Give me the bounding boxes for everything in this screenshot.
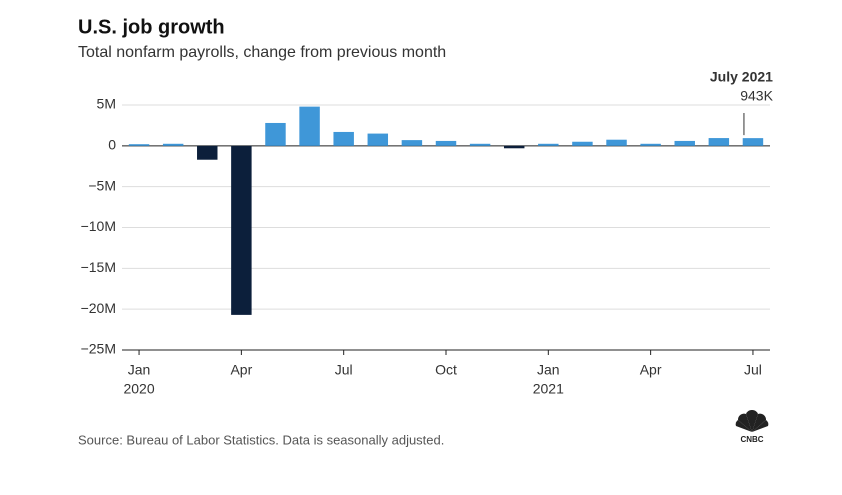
bar — [299, 106, 320, 146]
bar — [435, 140, 457, 146]
bar — [572, 141, 593, 146]
value-label: 943K — [740, 88, 773, 104]
bar — [333, 131, 354, 146]
y-tick-label: −15M — [81, 259, 116, 275]
x-tick-label: Jul — [744, 362, 762, 378]
bar — [367, 133, 389, 146]
x-tick-label: Jan — [128, 362, 151, 378]
bar — [708, 138, 730, 146]
x-tick-label: Apr — [230, 362, 252, 378]
bar — [742, 138, 764, 146]
bar — [197, 145, 218, 160]
bar — [231, 145, 252, 315]
y-tick-label: −5M — [88, 177, 116, 193]
bar — [503, 145, 525, 149]
x-tick-label: Jan — [537, 362, 560, 378]
x-year-label: 2021 — [533, 381, 564, 397]
y-tick-label: 5M — [97, 96, 116, 112]
x-tick-label: Oct — [435, 362, 457, 378]
bar — [265, 122, 286, 146]
chart-subtitle: Total nonfarm payrolls, change from prev… — [78, 44, 446, 61]
bar — [538, 143, 559, 146]
bar — [128, 144, 150, 146]
bar — [674, 140, 695, 146]
bar — [606, 139, 627, 146]
bar — [162, 143, 184, 146]
bar — [469, 143, 491, 146]
x-year-label: 2020 — [123, 381, 154, 397]
y-tick-label: −25M — [81, 341, 116, 357]
y-tick-label: −10M — [81, 218, 116, 234]
bar — [401, 140, 423, 146]
y-tick-label: −20M — [81, 300, 116, 316]
annotation-title: July 2021 — [710, 69, 773, 85]
x-tick-label: Apr — [640, 362, 662, 378]
x-tick-label: Jul — [335, 362, 353, 378]
chart-title: U.S. job growth — [78, 16, 225, 38]
logo — [735, 409, 769, 432]
y-tick-label: 0 — [108, 137, 116, 153]
logo-text: CNBC — [740, 435, 763, 444]
bar — [640, 143, 661, 146]
source: Source: Bureau of Labor Statistics. Data… — [78, 432, 444, 447]
